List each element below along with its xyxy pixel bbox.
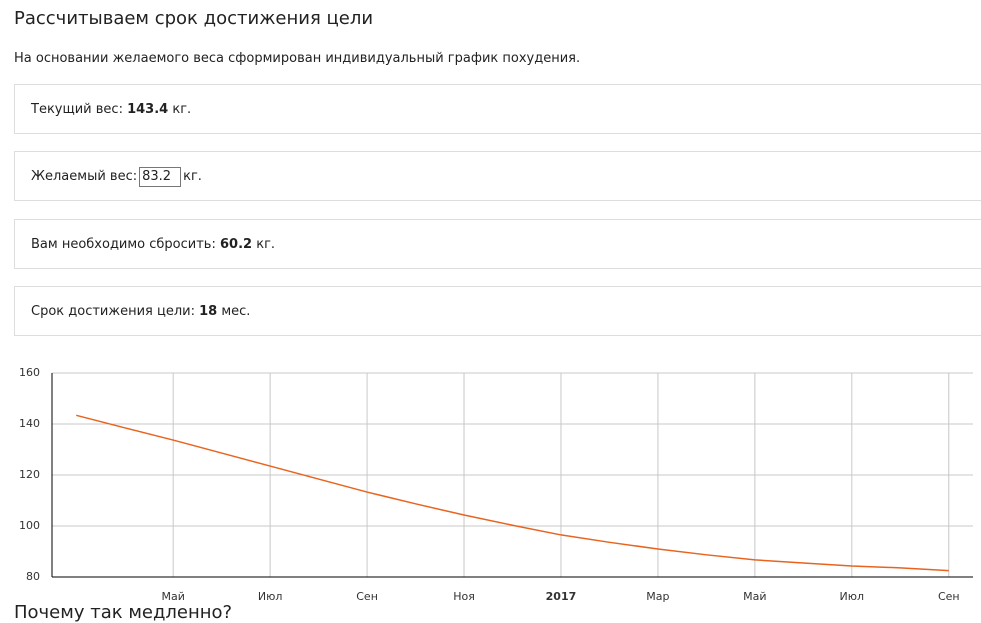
card: Желаемый вес: 83.2 кг. [14, 151, 981, 201]
x-tick-label: Ноя [453, 590, 475, 603]
x-tick-label: Сен [356, 590, 378, 603]
label: Желаемый вес: [31, 169, 138, 184]
label: Срок достижения цели: [31, 304, 195, 319]
value: 60.2 [220, 237, 253, 252]
x-tick-label: Сен [938, 590, 960, 603]
x-tick-label: 2017 [546, 590, 577, 603]
label: Вам необходимо сбросить: [31, 237, 216, 252]
x-tick-label: Май [743, 590, 766, 603]
card: Текущий вес: 143.4 кг. [14, 84, 981, 134]
unit: кг. [256, 237, 276, 252]
unit: кг. [183, 169, 202, 184]
y-tick-label: 120 [19, 468, 40, 481]
page-title: Рассчитываем срок достижения цели [14, 8, 374, 29]
x-tick-label: Май [161, 590, 184, 603]
section-heading: Почему так медленно? [14, 602, 233, 623]
card: Вам необходимо сбросить: 60.2 кг. [14, 219, 981, 269]
value: 18 [199, 304, 218, 319]
card: Срок достижения цели: 18 мес. [14, 286, 981, 336]
unit: кг. [172, 102, 192, 117]
subtitle: На основании желаемого веса сформирован … [14, 51, 581, 66]
x-tick-label: Июл [258, 590, 283, 603]
y-tick-label: 160 [19, 366, 40, 379]
value: 143.4 [127, 102, 169, 117]
label: Текущий вес: [31, 102, 123, 117]
chart: 80 100 120 140 160 Май Июл Сен Ноя 2017 Мар Май Июл С… [19, 366, 973, 603]
y-tick-label: 80 [26, 570, 40, 583]
x-tick-label: Мар [646, 590, 669, 603]
y-tick-label: 100 [19, 519, 40, 532]
x-tick-label: Июл [840, 590, 865, 603]
weight-line [76, 414, 949, 572]
weight-input[interactable]: 83.2 [139, 166, 182, 187]
unit: мес. [221, 304, 251, 319]
y-tick-label: 140 [19, 417, 40, 430]
